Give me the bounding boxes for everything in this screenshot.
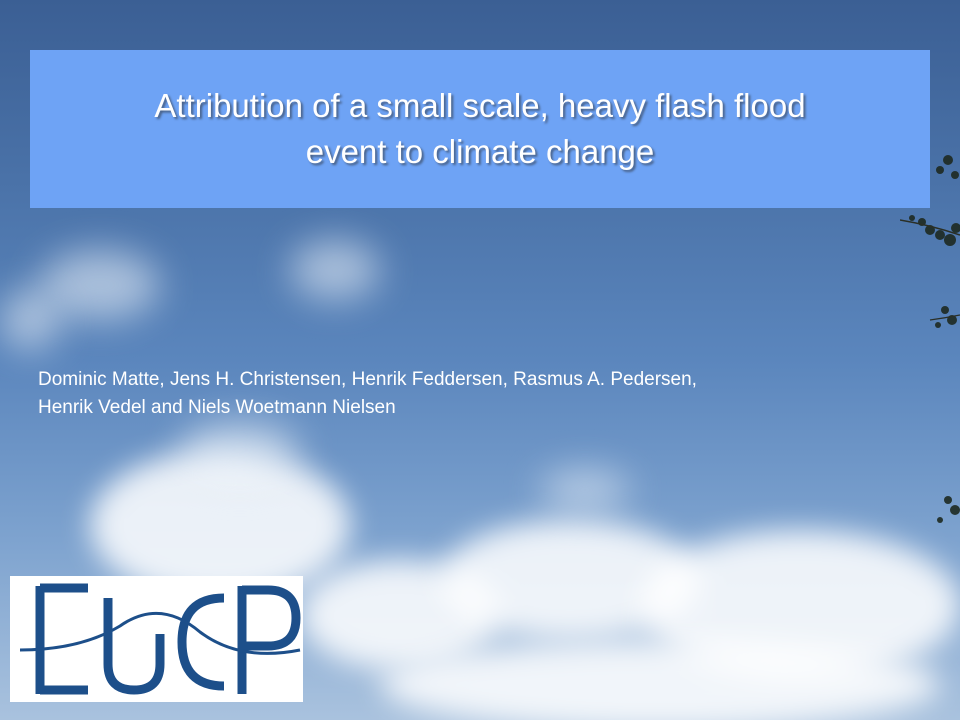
author-list: Dominic Matte, Jens H. Christensen, Henr… (38, 366, 918, 422)
cloud (0, 290, 60, 350)
cloud (290, 240, 380, 300)
title-line-2: event to climate change (305, 133, 655, 170)
authors-line-1: Dominic Matte, Jens H. Christensen, Henr… (38, 369, 697, 390)
eucp-logo (10, 576, 303, 702)
title-line-1: Attribution of a small scale, heavy flas… (154, 87, 806, 124)
slide-title: Attribution of a small scale, heavy flas… (90, 83, 870, 175)
cloud (380, 640, 940, 720)
tree-branch-image (900, 155, 960, 523)
title-box: Attribution of a small scale, heavy flas… (30, 50, 930, 208)
cloud (40, 250, 160, 320)
cloud (180, 420, 300, 480)
authors-line-2: Henrik Vedel and Niels Woetmann Nielsen (38, 397, 396, 418)
eucp-logo-mark (19, 583, 301, 695)
cloud (540, 470, 630, 510)
